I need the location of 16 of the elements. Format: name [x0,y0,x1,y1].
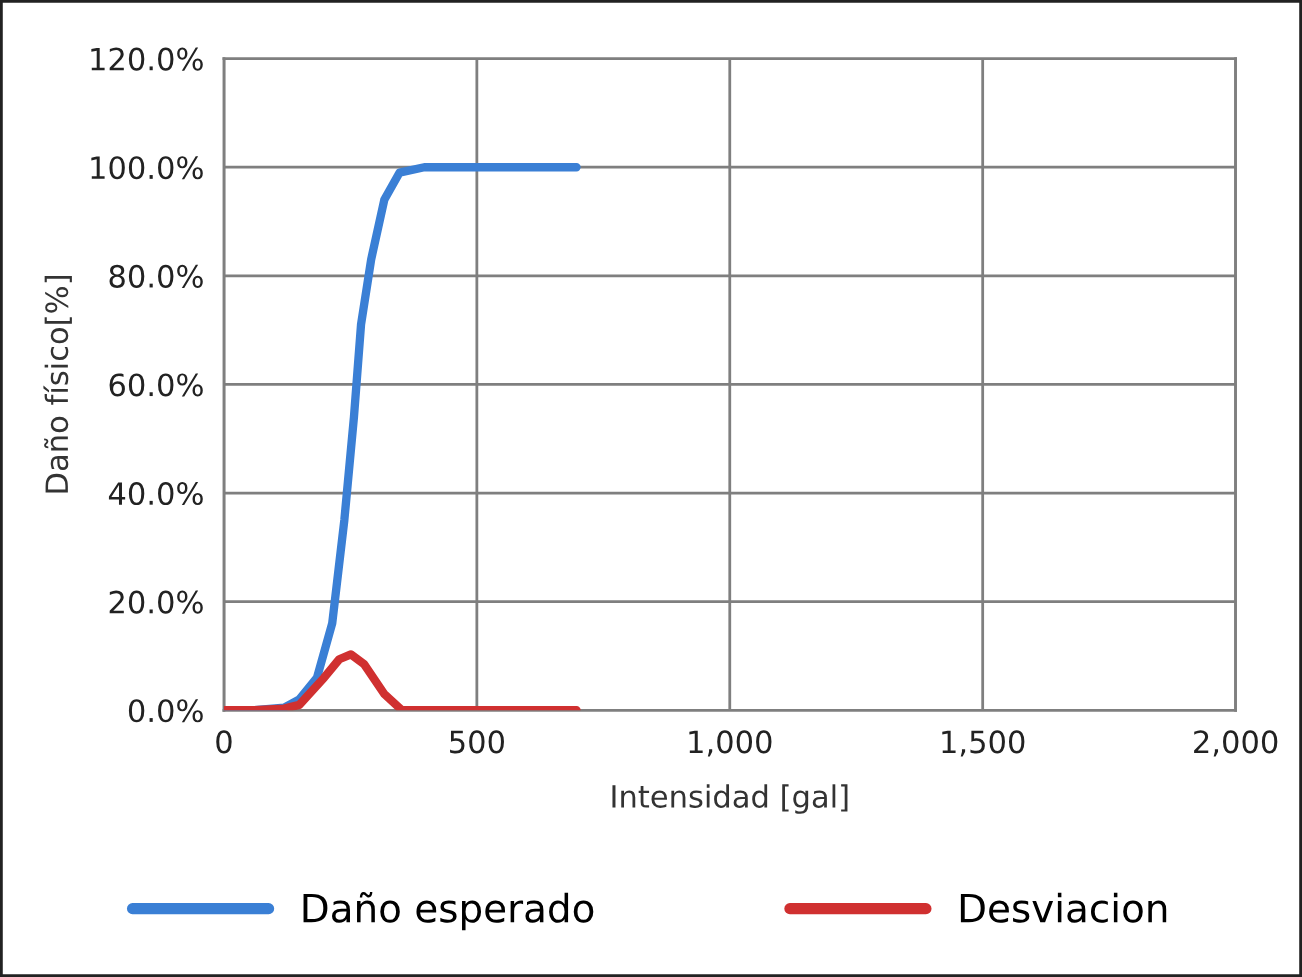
x-tick-label: 1,500 [942,730,1025,757]
x-tick-label: 0 [216,730,232,754]
x-tick-label: 1,000 [689,730,772,757]
y-axis-title: Daño físico[%] [43,276,72,493]
y-tick-label: 80.0% [109,264,203,288]
y-tick-label: 60.0% [109,373,203,397]
y-tick-label: 20.0% [109,590,203,614]
x-tick-label: 500 [450,730,504,754]
x-axis-title: Intensidad [gal] [612,784,848,814]
legend-label: Daño esperado [303,892,594,931]
y-tick-label: 40.0% [108,481,203,506]
x-tick-label: 2,000 [1194,730,1278,757]
y-tick-label: 120.0% [91,47,203,71]
y-tick-label: 100.0% [91,156,203,180]
y-tick-label: 0.0% [128,699,203,723]
legend-label: Desviacion [960,892,1167,923]
